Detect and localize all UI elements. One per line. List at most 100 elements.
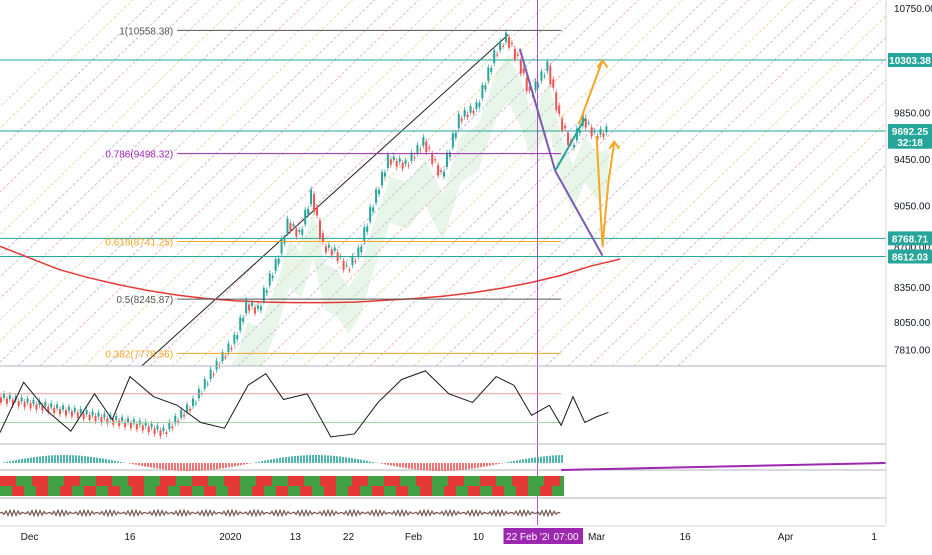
macd-bar xyxy=(81,456,83,463)
candle-body xyxy=(322,233,324,241)
macd-bar xyxy=(216,463,218,469)
strip-cell xyxy=(548,476,552,486)
macd-bar xyxy=(24,458,26,463)
strip-cell xyxy=(368,476,372,486)
strip-cell xyxy=(88,486,92,496)
strip-cell xyxy=(176,486,180,496)
candle-body xyxy=(555,92,557,110)
strip-cell xyxy=(172,486,176,496)
strip-cell xyxy=(340,486,344,496)
candle-body xyxy=(360,247,362,253)
candle-body xyxy=(481,85,483,98)
macd-bar xyxy=(180,463,182,471)
candle-body xyxy=(304,210,306,225)
time-badge-label: 07:00 xyxy=(554,532,579,543)
strip-cell xyxy=(128,486,132,496)
strip-cell xyxy=(552,486,556,496)
strip-cell xyxy=(24,476,28,486)
strip-cell xyxy=(520,486,524,496)
strip-cell xyxy=(428,486,432,496)
macd-bar xyxy=(276,458,278,463)
strip-cell xyxy=(196,486,200,496)
strip-cell xyxy=(0,476,4,486)
candle-body xyxy=(526,78,528,91)
strip-cell xyxy=(16,486,20,496)
strip-cell xyxy=(192,486,196,496)
candle-body xyxy=(340,256,342,257)
strip-cell xyxy=(124,486,128,496)
candle-body xyxy=(523,69,525,73)
candle-body xyxy=(452,133,454,147)
strip-cell xyxy=(124,476,128,486)
strip-cell xyxy=(420,486,424,496)
strip-cell xyxy=(216,486,220,496)
strip-cell xyxy=(308,476,312,486)
macd-bar xyxy=(87,456,89,463)
price-tick-label: 8350.00 xyxy=(894,283,931,294)
strip-cell xyxy=(212,476,216,486)
candle-body xyxy=(431,153,433,163)
macd-bar xyxy=(540,457,542,463)
macd-bar xyxy=(12,461,14,463)
strip-cell xyxy=(96,486,100,496)
macd-bar xyxy=(45,456,47,463)
candle-body xyxy=(142,425,144,430)
candle-body xyxy=(171,426,173,428)
macd-bar xyxy=(114,461,116,463)
macd-bar xyxy=(438,463,440,471)
macd-bar xyxy=(111,460,113,463)
strip-cell xyxy=(84,486,88,496)
macd-bar xyxy=(429,463,431,471)
channel-line xyxy=(414,0,834,366)
strip-cell xyxy=(32,476,36,486)
macd-bar xyxy=(381,463,383,464)
strip-cell xyxy=(496,486,500,496)
strip-cell xyxy=(72,476,76,486)
candle-body xyxy=(100,417,102,422)
strip-cell xyxy=(256,486,260,496)
macd-bar xyxy=(498,463,500,464)
candle-body xyxy=(455,133,457,138)
macd-bar xyxy=(345,457,347,463)
macd-bar xyxy=(291,456,293,463)
candle-body xyxy=(44,402,46,406)
strip-cell xyxy=(260,486,264,496)
candle-body xyxy=(242,318,244,322)
candle-body xyxy=(30,403,32,408)
strip-cell xyxy=(396,476,400,486)
macd-bar xyxy=(447,463,449,471)
candle-body xyxy=(490,68,492,72)
macd-bar xyxy=(147,463,149,467)
candle-body xyxy=(298,230,300,232)
macd-bar xyxy=(300,455,302,463)
candle-body xyxy=(546,62,548,71)
strip-cell xyxy=(508,476,512,486)
candle-body xyxy=(195,403,197,404)
candle-body xyxy=(307,209,309,215)
macd-bar xyxy=(537,457,539,463)
macd-bar xyxy=(210,463,212,470)
strip-cell xyxy=(544,486,548,496)
macd-bar xyxy=(546,456,548,463)
lower-panels: 0.0015.000.00 xyxy=(0,455,919,520)
strip-cell xyxy=(388,476,392,486)
strip-cell xyxy=(524,486,528,496)
strip-cell xyxy=(208,486,212,496)
macd-bar xyxy=(186,463,188,471)
strip-cell xyxy=(244,486,248,496)
strip-cell xyxy=(80,486,84,496)
strip-cell xyxy=(184,486,188,496)
strip-cell xyxy=(148,486,152,496)
macd-bar xyxy=(165,463,167,470)
candle-body xyxy=(97,412,99,416)
macd-bar xyxy=(495,463,497,465)
time-tick-label: 16 xyxy=(680,532,692,543)
macd-bar xyxy=(144,463,146,467)
macd-bar xyxy=(264,461,266,463)
strip-cell xyxy=(8,476,12,486)
strip-cell xyxy=(344,476,348,486)
macd-bar xyxy=(192,463,194,471)
strip-cell xyxy=(240,476,244,486)
